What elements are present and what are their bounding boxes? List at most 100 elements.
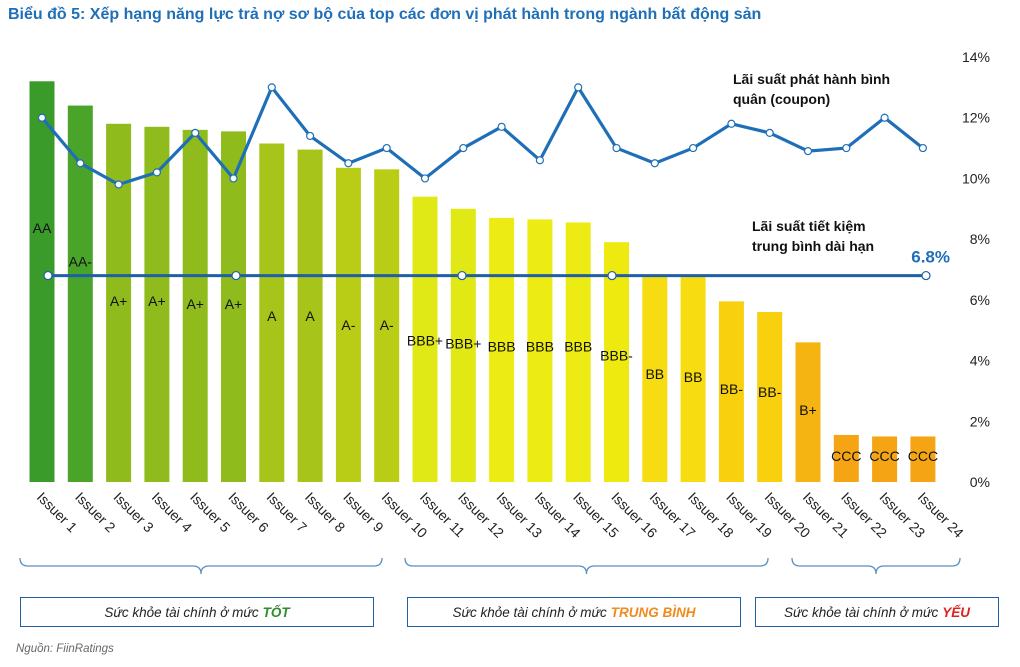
bracket-medium — [404, 557, 769, 575]
y-tick-label: 0% — [970, 474, 990, 490]
bar-23 — [872, 436, 898, 482]
rating-label: BBB — [488, 338, 516, 354]
source-note: Nguồn: FiinRatings — [16, 643, 114, 655]
bar-8 — [297, 149, 323, 482]
bar-13 — [489, 217, 515, 482]
rating-label: CCC — [831, 448, 861, 464]
group-box-weak: Sức khỏe tài chính ở mức YẾU — [755, 597, 999, 627]
coupon-marker — [459, 143, 468, 153]
coupon-marker — [306, 131, 315, 141]
bar-24 — [910, 436, 936, 482]
bar-11 — [412, 196, 438, 482]
category-label: Issuer 4 — [149, 489, 196, 536]
group-prefix: Sức khỏe tài chính ở mức — [104, 604, 259, 620]
bracket-good — [19, 557, 383, 575]
coupon-marker — [152, 168, 161, 177]
rating-label: AA — [33, 220, 52, 236]
category-label: Issuer 8 — [302, 489, 349, 536]
rating-label: A- — [341, 317, 355, 333]
savings-rate-marker — [607, 270, 617, 281]
rating-label: A+ — [110, 293, 128, 309]
rating-label: BB — [684, 369, 703, 385]
bar-4 — [144, 126, 170, 483]
rating-label: A+ — [148, 293, 166, 309]
coupon-line — [40, 85, 924, 187]
coupon-marker — [688, 143, 698, 153]
chart-title: Biểu đồ 5: Xếp hạng năng lực trả nợ sơ b… — [8, 6, 762, 23]
y-tick-label: 6% — [970, 292, 990, 308]
y-tick-label: 12% — [962, 110, 990, 126]
coupon-marker — [574, 83, 583, 92]
bar-1 — [29, 81, 55, 483]
group-prefix: Sức khỏe tài chính ở mức — [452, 604, 607, 620]
category-label: Issuer 9 — [340, 489, 387, 536]
bar-15 — [565, 222, 591, 483]
bar-14 — [527, 219, 553, 483]
rating-label: CCC — [908, 448, 938, 464]
coupon-marker — [382, 143, 391, 153]
rating-label: A+ — [186, 296, 204, 312]
savings-rate-marker — [43, 270, 53, 281]
bar-7 — [259, 143, 285, 482]
rating-label: BBB — [526, 338, 554, 354]
bar-12 — [450, 208, 476, 483]
rating-label: A+ — [225, 296, 243, 312]
category-label: Issuer 7 — [264, 489, 311, 536]
coupon-marker — [842, 143, 851, 153]
bar-5 — [182, 129, 208, 482]
rating-label: CCC — [869, 448, 899, 464]
coupon-marker — [497, 122, 506, 131]
group-level-good: TỐT — [262, 604, 290, 620]
rating-label: A — [305, 308, 315, 324]
group-prefix: Sức khỏe tài chính ở mức — [783, 604, 939, 620]
coupon-marker — [612, 143, 621, 153]
savings-rate-value: 6.8% — [911, 248, 950, 267]
category-label: Issuer 2 — [72, 489, 119, 536]
bar-19 — [718, 301, 744, 482]
rating-label: A- — [380, 317, 394, 333]
savings-rate-marker — [921, 270, 931, 281]
rating-label: BB- — [720, 381, 744, 397]
savings-rate-marker — [231, 270, 241, 281]
rating-label: B+ — [799, 402, 817, 418]
bar-22 — [833, 434, 859, 482]
coupon-marker — [37, 113, 47, 122]
y-tick-label: 10% — [962, 170, 990, 186]
coupon-marker — [765, 128, 774, 137]
coupon-annotation: Lãi suất phát hành bình quân (coupon) — [733, 71, 890, 107]
coupon-marker — [650, 159, 659, 168]
y-tick-label: 14% — [962, 49, 990, 65]
rating-label: AA- — [69, 253, 93, 269]
group-box-good: Sức khỏe tài chính ở mức TỐT — [20, 597, 374, 627]
y-tick-label: 8% — [970, 231, 990, 247]
rating-label: BBB — [564, 338, 592, 354]
bar-21 — [795, 342, 821, 482]
coupon-marker — [344, 159, 353, 168]
bar-16 — [604, 242, 629, 482]
coupon-marker — [918, 143, 928, 153]
y-tick-label: 4% — [970, 353, 990, 369]
coupon-marker — [114, 180, 123, 189]
category-label: Issuer 1 — [34, 489, 81, 536]
rating-label: BBB- — [600, 348, 633, 364]
coupon-marker — [803, 147, 813, 156]
savings-rate-marker — [457, 270, 467, 281]
coupon-marker — [267, 83, 276, 92]
coupon-marker — [229, 174, 238, 183]
bar-10 — [374, 169, 400, 483]
bar-20 — [757, 312, 783, 482]
bar-17 — [642, 275, 668, 482]
bar-18 — [680, 277, 706, 482]
coupon-marker — [880, 113, 889, 122]
coupon-marker — [535, 156, 545, 165]
category-label: Issuer 6 — [225, 489, 272, 536]
coupon-marker — [727, 119, 736, 128]
group-box-medium: Sức khỏe tài chính ở mức TRUNG BÌNH — [407, 597, 741, 627]
coupon-marker — [191, 128, 200, 137]
coupon-marker — [420, 174, 430, 183]
bar-9 — [335, 167, 361, 482]
rating-label: BBB+ — [445, 335, 481, 351]
savings-annotation: Lãi suất tiết kiệm trung bình dài hạn — [752, 218, 874, 254]
bracket-weak — [791, 557, 961, 575]
